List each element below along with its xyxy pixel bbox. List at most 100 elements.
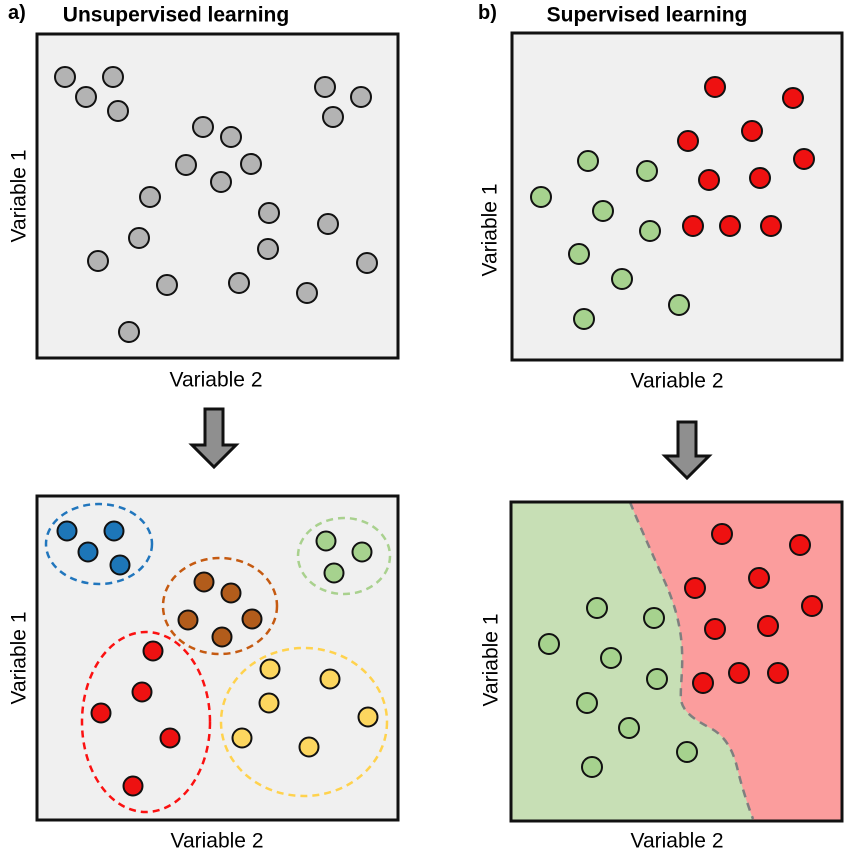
scatter-point-green xyxy=(611,268,633,290)
scatter-point-gray xyxy=(296,282,318,304)
scatter-point-green xyxy=(618,717,640,739)
scatter-point-red xyxy=(698,169,720,191)
scatter-point-green xyxy=(668,294,690,316)
scatter-point-gray xyxy=(322,106,344,128)
scatter-point-red xyxy=(793,148,815,170)
cluster-ellipse-blue xyxy=(44,502,154,586)
cluster-point-yellow xyxy=(357,706,379,728)
scatter-point-green xyxy=(636,160,658,182)
scatter-point-gray xyxy=(192,116,214,138)
scatter-point-gray xyxy=(175,154,197,176)
scatter-point-green xyxy=(568,243,590,265)
panel-a-bottom-xlabel: Variable 2 xyxy=(170,829,264,853)
scatter-point-red xyxy=(741,120,763,142)
cluster-point-yellow xyxy=(298,736,320,758)
scatter-point-green xyxy=(581,756,603,778)
cluster-point-red xyxy=(90,702,112,724)
panel-b-bottom-box xyxy=(509,500,844,823)
scatter-point-red xyxy=(711,523,733,545)
scatter-point-green xyxy=(577,150,599,172)
cluster-point-green xyxy=(323,562,345,584)
cluster-point-brown xyxy=(241,608,263,630)
scatter-point-gray xyxy=(54,66,76,88)
scatter-point-green xyxy=(576,692,598,714)
panel-b-title: Supervised learning xyxy=(546,3,748,27)
scatter-point-gray xyxy=(317,213,339,235)
scatter-point-gray xyxy=(156,274,178,296)
arrow-down-left xyxy=(188,407,240,470)
panel-b-bottom-xlabel: Variable 2 xyxy=(630,829,724,853)
scatter-point-gray xyxy=(210,171,232,193)
cluster-point-brown xyxy=(177,609,199,631)
scatter-point-green xyxy=(538,633,560,655)
panel-a-bottom-ylabel: Variable 1 xyxy=(7,611,31,705)
cluster-point-green xyxy=(315,530,337,552)
scatter-point-gray xyxy=(356,252,378,274)
cluster-point-yellow xyxy=(319,668,341,690)
cluster-point-red xyxy=(122,775,144,797)
decision-boundary xyxy=(628,501,755,820)
scatter-point-red xyxy=(692,672,714,694)
scatter-point-green xyxy=(643,607,665,629)
scatter-point-gray xyxy=(257,238,279,260)
scatter-point-green xyxy=(592,200,614,222)
panel-a-title: Unsupervised learning xyxy=(62,3,290,27)
cluster-ellipse-brown xyxy=(161,556,279,656)
cluster-point-blue xyxy=(109,554,131,576)
scatter-point-gray xyxy=(258,202,280,224)
panel-a-top-box xyxy=(35,32,400,360)
scatter-point-red xyxy=(757,615,779,637)
cluster-ellipse-green xyxy=(296,516,392,596)
scatter-point-red xyxy=(782,87,804,109)
scatter-point-red xyxy=(704,76,726,98)
cluster-point-red xyxy=(142,640,164,662)
panel-b-top-ylabel: Variable 1 xyxy=(478,183,502,277)
scatter-point-gray xyxy=(128,227,150,249)
panel-b-tag: b) xyxy=(478,2,497,24)
scatter-point-gray xyxy=(240,153,262,175)
cluster-point-blue xyxy=(56,520,78,542)
scatter-point-gray xyxy=(220,126,242,148)
cluster-point-yellow xyxy=(259,658,281,680)
scatter-point-gray xyxy=(102,66,124,88)
scatter-point-red xyxy=(684,577,706,599)
cluster-point-blue xyxy=(77,541,99,563)
scatter-point-red xyxy=(677,130,699,152)
panel-b-top-xlabel: Variable 2 xyxy=(630,369,724,393)
scatter-point-red xyxy=(748,567,770,589)
scatter-point-red xyxy=(801,595,823,617)
scatter-point-green xyxy=(646,668,668,690)
scatter-point-red xyxy=(767,662,789,684)
scatter-point-red xyxy=(719,215,741,237)
panel-a-tag: a) xyxy=(8,2,26,24)
arrow-down-right xyxy=(661,420,713,481)
scatter-point-gray xyxy=(314,76,336,98)
scatter-point-gray xyxy=(350,86,372,108)
scatter-point-green xyxy=(586,597,608,619)
scatter-point-red xyxy=(682,215,704,237)
panel-a-top-ylabel: Variable 1 xyxy=(7,149,31,243)
scatter-point-red xyxy=(728,662,750,684)
cluster-point-brown xyxy=(193,571,215,593)
cluster-point-blue xyxy=(103,520,125,542)
cluster-point-yellow xyxy=(258,692,280,714)
scatter-point-green xyxy=(600,647,622,669)
scatter-point-gray xyxy=(228,272,250,294)
panel-b-bottom-ylabel: Variable 1 xyxy=(479,613,503,707)
cluster-point-green xyxy=(351,541,373,563)
scatter-point-gray xyxy=(107,100,129,122)
scatter-point-green xyxy=(639,220,661,242)
region-green xyxy=(511,502,753,821)
cluster-point-red xyxy=(131,681,153,703)
panel-a-top-xlabel: Variable 2 xyxy=(169,368,263,392)
cluster-point-brown xyxy=(211,626,233,648)
scatter-point-gray xyxy=(118,321,140,343)
scatter-point-gray xyxy=(75,86,97,108)
scatter-point-red xyxy=(749,167,771,189)
scatter-point-red xyxy=(760,215,782,237)
scatter-point-green xyxy=(530,186,552,208)
cluster-point-brown xyxy=(220,582,242,604)
cluster-ellipse-yellow xyxy=(219,646,389,798)
